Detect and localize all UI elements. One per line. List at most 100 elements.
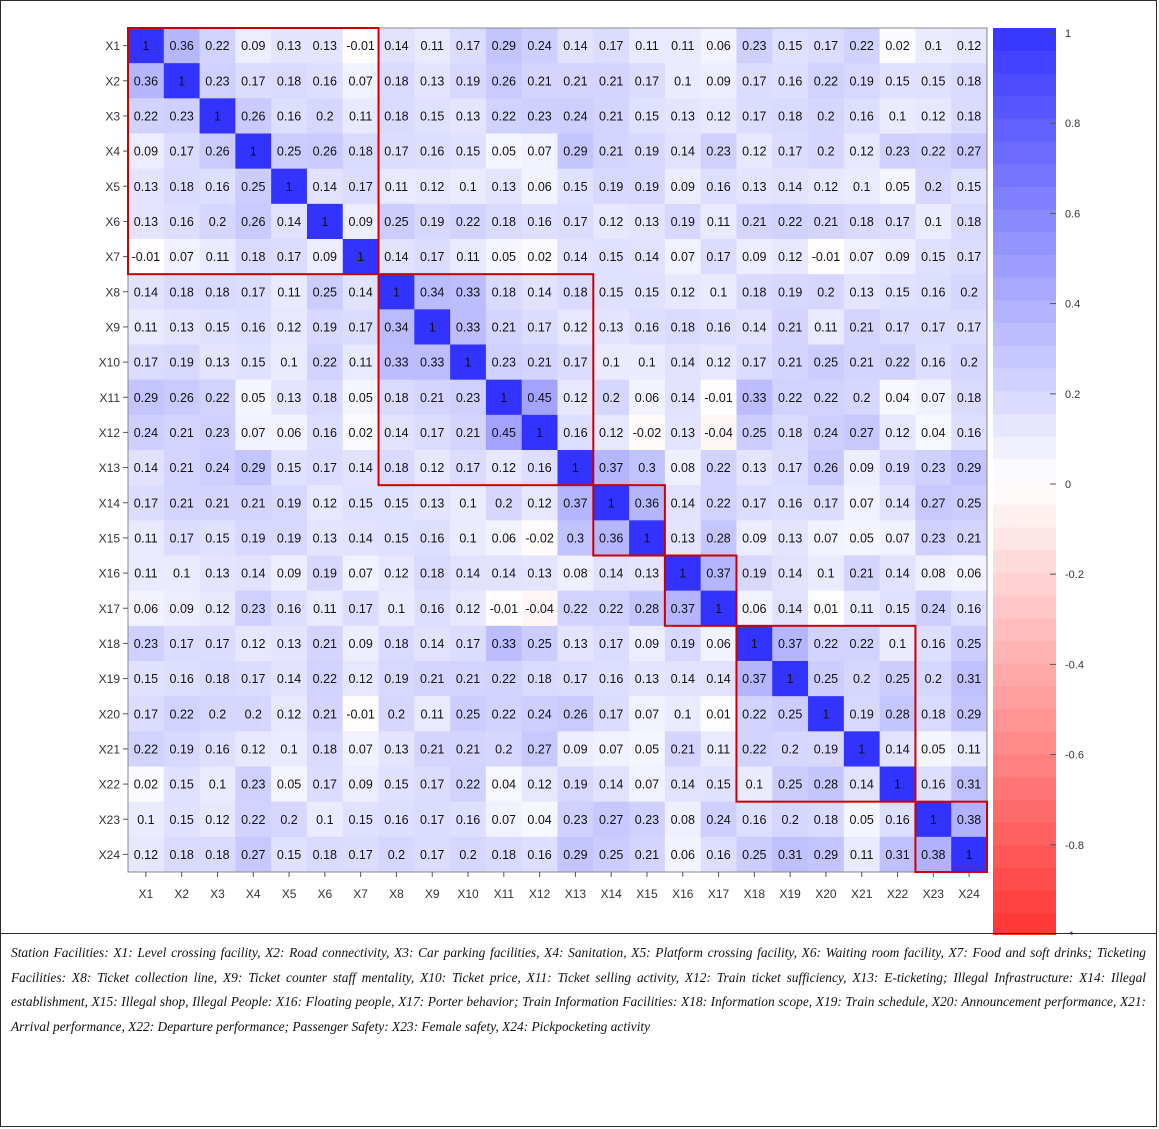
cell-value-label: 0.24 bbox=[563, 109, 587, 123]
heatmap-cell-X23-X9 bbox=[414, 801, 451, 838]
heatmap-cell-X12-X2 bbox=[163, 414, 200, 451]
heatmap-cell-X10-X4 bbox=[235, 344, 272, 381]
cell-value-label: 0.13 bbox=[742, 461, 766, 475]
cell-value-label: 0.16 bbox=[706, 848, 730, 862]
cell-value-label: 0.05 bbox=[850, 813, 874, 827]
cell-value-label: 0.2 bbox=[245, 707, 262, 721]
cell-value-label: 0.15 bbox=[599, 250, 623, 264]
cell-value-label: 1 bbox=[393, 285, 400, 299]
heatmap-cell-X23-X3 bbox=[199, 801, 236, 838]
heatmap-cell-X17-X7 bbox=[342, 590, 379, 627]
cell-value-label: 1 bbox=[178, 74, 185, 88]
cell-value-label: 0.22 bbox=[599, 602, 623, 616]
heatmap-cell-X16-X15 bbox=[629, 555, 666, 592]
cell-value-label: 0.16 bbox=[921, 285, 945, 299]
heatmap-cell-X21-X18 bbox=[736, 731, 773, 767]
heatmap-cell-X22-X4 bbox=[235, 766, 272, 803]
heatmap-cell-X14-X12 bbox=[521, 485, 558, 521]
heatmap-cell-X3-X13 bbox=[557, 98, 594, 134]
cell-value-label: 0.29 bbox=[492, 39, 516, 53]
colorbar-segment bbox=[993, 391, 1056, 415]
cell-value-label: 0.18 bbox=[313, 848, 337, 862]
cell-value-label: 0.25 bbox=[456, 707, 480, 721]
cell-value-label: 0.13 bbox=[420, 74, 444, 88]
cell-value-label: 0.17 bbox=[420, 848, 444, 862]
cell-value-label: 0.12 bbox=[277, 707, 301, 721]
cell-value-label: 0.19 bbox=[671, 215, 695, 229]
cell-value-label: 0.15 bbox=[456, 145, 480, 159]
cell-value-label: 0.12 bbox=[599, 215, 623, 229]
cell-value-label: 0.1 bbox=[889, 637, 906, 651]
heatmap-cell-X13-X23 bbox=[915, 450, 952, 486]
cell-value-label: 0.37 bbox=[671, 602, 695, 616]
x-axis-label: X1 bbox=[139, 887, 154, 901]
cell-value-label: 0.11 bbox=[134, 531, 157, 545]
heatmap-cell-X21-X15 bbox=[629, 731, 666, 767]
cell-value-label: 0.22 bbox=[134, 109, 158, 123]
heatmap-cell-X2-X22 bbox=[879, 63, 916, 99]
heatmap-cell-X17-X2 bbox=[163, 590, 200, 627]
cell-value-label: 0.25 bbox=[527, 637, 551, 651]
heatmap-cell-X12-X10 bbox=[450, 414, 487, 451]
cell-value-label: 0.12 bbox=[527, 496, 551, 510]
heatmap-cell-X24-X3 bbox=[199, 836, 236, 873]
heatmap-cell-X4-X1 bbox=[128, 133, 165, 170]
heatmap-cell-X6-X10 bbox=[450, 203, 487, 240]
heatmap-cell-X2-X5 bbox=[271, 63, 308, 99]
heatmap-cell-X13-X9 bbox=[414, 450, 451, 486]
cell-value-label: -0.01 bbox=[704, 391, 733, 405]
colorbar-segment bbox=[993, 28, 1056, 52]
heatmap-cell-X21-X17 bbox=[700, 731, 737, 767]
cell-value-label: 0.02 bbox=[885, 39, 909, 53]
cell-value-label: 0.22 bbox=[313, 672, 337, 686]
plot-border bbox=[127, 27, 988, 873]
x-axis-label: X7 bbox=[353, 887, 368, 901]
heatmap-cell-X19-X22 bbox=[879, 661, 916, 697]
heatmap-cell-X8-X23 bbox=[915, 274, 952, 310]
x-axis-label: X2 bbox=[174, 887, 189, 901]
cell-value-label: 0.22 bbox=[850, 39, 874, 53]
heatmap-cell-X24-X9 bbox=[414, 836, 451, 873]
colorbar-tick-label: -0.4 bbox=[1065, 659, 1084, 671]
heatmap-cell-X11-X20 bbox=[808, 379, 845, 416]
heatmap-cell-X1-X6 bbox=[306, 28, 344, 64]
heatmap-cell-X9-X16 bbox=[664, 309, 702, 345]
heatmap-cell-X7-X19 bbox=[772, 239, 809, 275]
heatmap-cell-X4-X7 bbox=[342, 133, 379, 170]
y-axis-label: X20 bbox=[99, 707, 121, 721]
cell-value-label: 0.05 bbox=[921, 742, 945, 756]
heatmap-cell-X3-X14 bbox=[593, 98, 630, 134]
cell-value-label: 0.36 bbox=[599, 531, 623, 545]
cell-value-label: 0.11 bbox=[850, 848, 873, 862]
heatmap-cell-X20-X16 bbox=[664, 696, 702, 732]
heatmap-cell-X18-X8 bbox=[378, 625, 415, 662]
cell-value-label: 0.34 bbox=[384, 320, 408, 334]
heatmap-cell-X3-X11 bbox=[485, 98, 523, 134]
heatmap-cell-X7-X21 bbox=[843, 239, 881, 275]
heatmap-cell-X3-X4 bbox=[235, 98, 272, 134]
cell-value-label: 0.08 bbox=[563, 567, 587, 581]
cell-value-label: 0.21 bbox=[527, 74, 551, 88]
cell-value-label: 0.21 bbox=[456, 426, 480, 440]
heatmap-cell-X2-X11 bbox=[485, 63, 523, 99]
cell-value-label: 0.12 bbox=[563, 320, 587, 334]
heatmap-cell-X20-X23 bbox=[915, 696, 952, 732]
cell-value-label: 0.1 bbox=[459, 531, 476, 545]
heatmap-cell-X2-X18 bbox=[736, 63, 773, 99]
cell-value-label: 0.15 bbox=[635, 285, 659, 299]
heatmap-cell-X23-X18 bbox=[736, 801, 773, 838]
cell-value-label: 0.13 bbox=[671, 109, 695, 123]
heatmap-cell-X7-X20 bbox=[808, 239, 845, 275]
colorbar-segment bbox=[993, 232, 1056, 256]
heatmap-cell-X12-X1 bbox=[128, 414, 165, 451]
cell-value-label: 0.13 bbox=[635, 672, 659, 686]
heatmap-cell-X2-X16 bbox=[664, 63, 702, 99]
heatmap-cell-X19-X1 bbox=[128, 661, 165, 697]
cell-value-label: 0.19 bbox=[778, 285, 802, 299]
cell-value-label: 1 bbox=[822, 707, 829, 721]
cell-value-label: 0.15 bbox=[384, 496, 408, 510]
cell-value-label: 0.07 bbox=[241, 426, 265, 440]
heatmap-cell-X11-X15 bbox=[629, 379, 666, 416]
cell-value-label: 0.2 bbox=[817, 285, 834, 299]
heatmap-cell-X6-X21 bbox=[843, 203, 881, 240]
